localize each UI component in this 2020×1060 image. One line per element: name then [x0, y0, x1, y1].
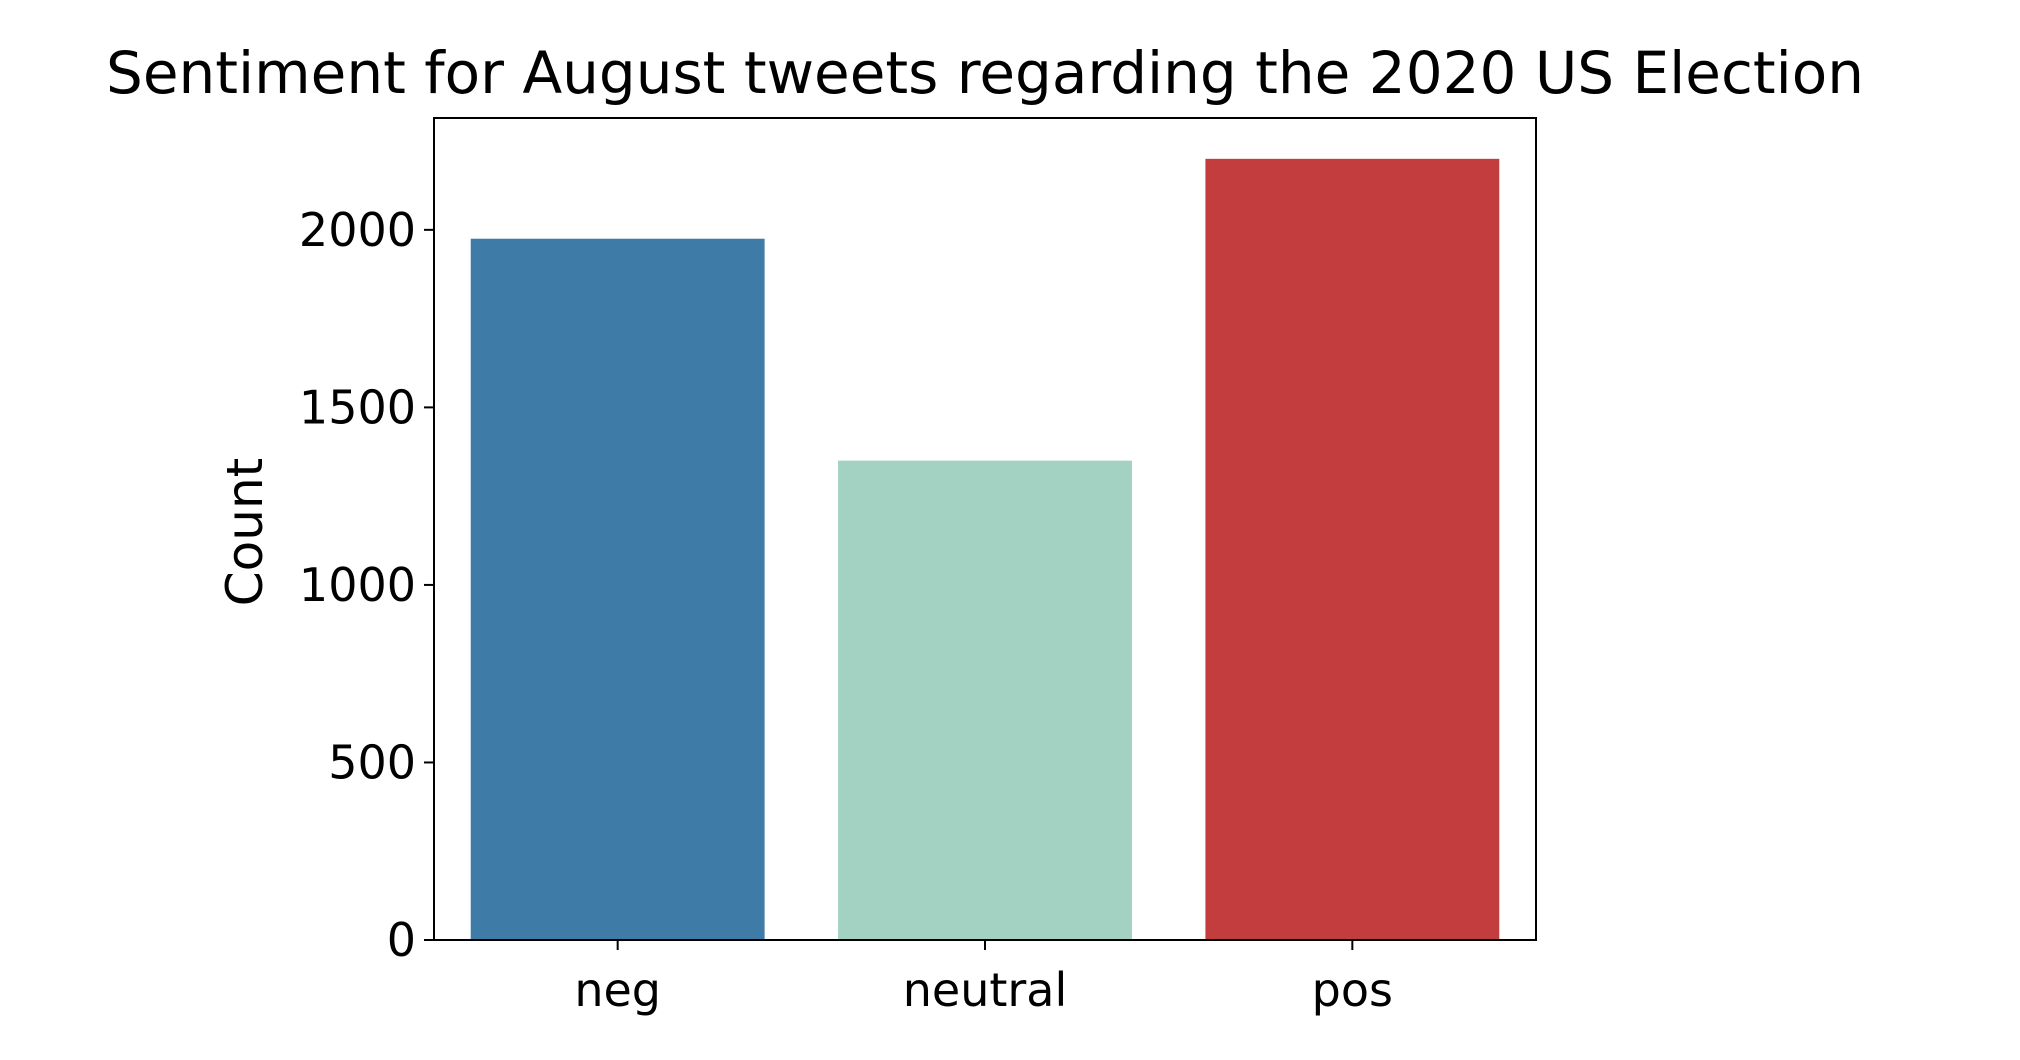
x-tick-label-pos: pos [1312, 963, 1393, 1017]
y-tick-label-500: 500 [328, 735, 416, 789]
y-tick-label-1500: 1500 [299, 380, 416, 434]
bar-neg [470, 238, 765, 940]
y-axis: 0 500 1000 1500 2000 [299, 203, 434, 967]
y-axis-label: Count [216, 458, 274, 607]
x-tick-label-neg: neg [574, 963, 661, 1017]
x-tick-label-neutral: neutral [903, 963, 1068, 1017]
x-axis: neg neutral pos [574, 940, 1393, 1017]
y-tick-label-0: 0 [387, 913, 416, 967]
bar-pos [1205, 158, 1500, 941]
bar-neutral [838, 460, 1132, 940]
chart-title: Sentiment for August tweets regarding th… [106, 39, 1864, 107]
y-tick-label-1000: 1000 [299, 558, 416, 612]
bars-layer [470, 158, 1500, 941]
y-tick-label-2000: 2000 [299, 203, 416, 257]
